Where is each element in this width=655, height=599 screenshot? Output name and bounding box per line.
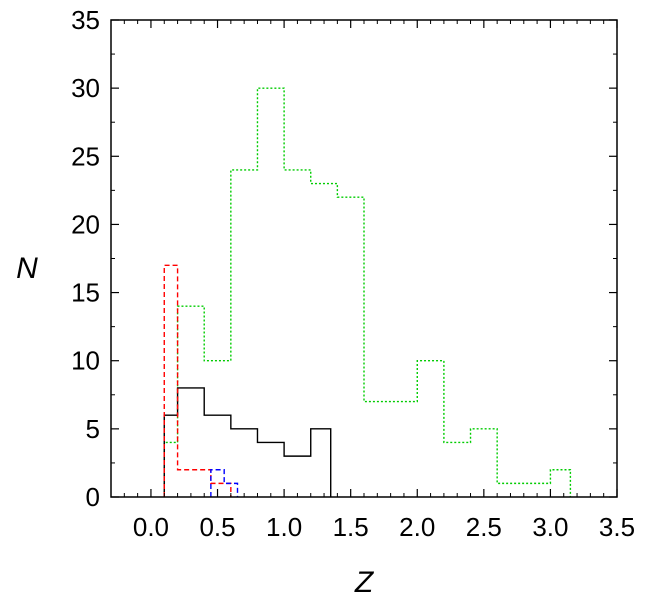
plot-frame <box>110 19 618 498</box>
y-tick-label: 0 <box>86 482 100 512</box>
x-tick-label: 1.5 <box>333 512 369 542</box>
histogram-series-2 <box>163 387 332 497</box>
x-tick-label: 0.5 <box>199 512 235 542</box>
y-tick-label: 15 <box>71 278 100 308</box>
series-layer <box>163 87 572 497</box>
x-tick-label: 0.0 <box>133 512 169 542</box>
x-tick-label: 2.0 <box>399 512 435 542</box>
x-tick-label: 3.5 <box>599 512 635 542</box>
y-tick-label: 25 <box>71 141 100 171</box>
x-axis-label: Z <box>354 566 375 599</box>
y-tick-label: 5 <box>86 414 100 444</box>
y-tick-label: 20 <box>71 209 100 239</box>
x-tick-label: 2.5 <box>466 512 502 542</box>
histogram-series-3 <box>163 264 232 497</box>
tick-layer: 0.0 0.5 1.0 1.5 2.0 2.5 3.0 3.5 0 5 10 15 20 25 30 35 <box>71 5 635 542</box>
y-axis-label: N <box>16 252 38 285</box>
histogram-series-1 <box>163 87 572 497</box>
y-tick-label: 30 <box>71 73 100 103</box>
x-tick-label: 3.0 <box>532 512 568 542</box>
y-tick-label: 35 <box>71 5 100 35</box>
y-tick-label: 10 <box>71 346 100 376</box>
x-tick-label: 1.0 <box>266 512 302 542</box>
